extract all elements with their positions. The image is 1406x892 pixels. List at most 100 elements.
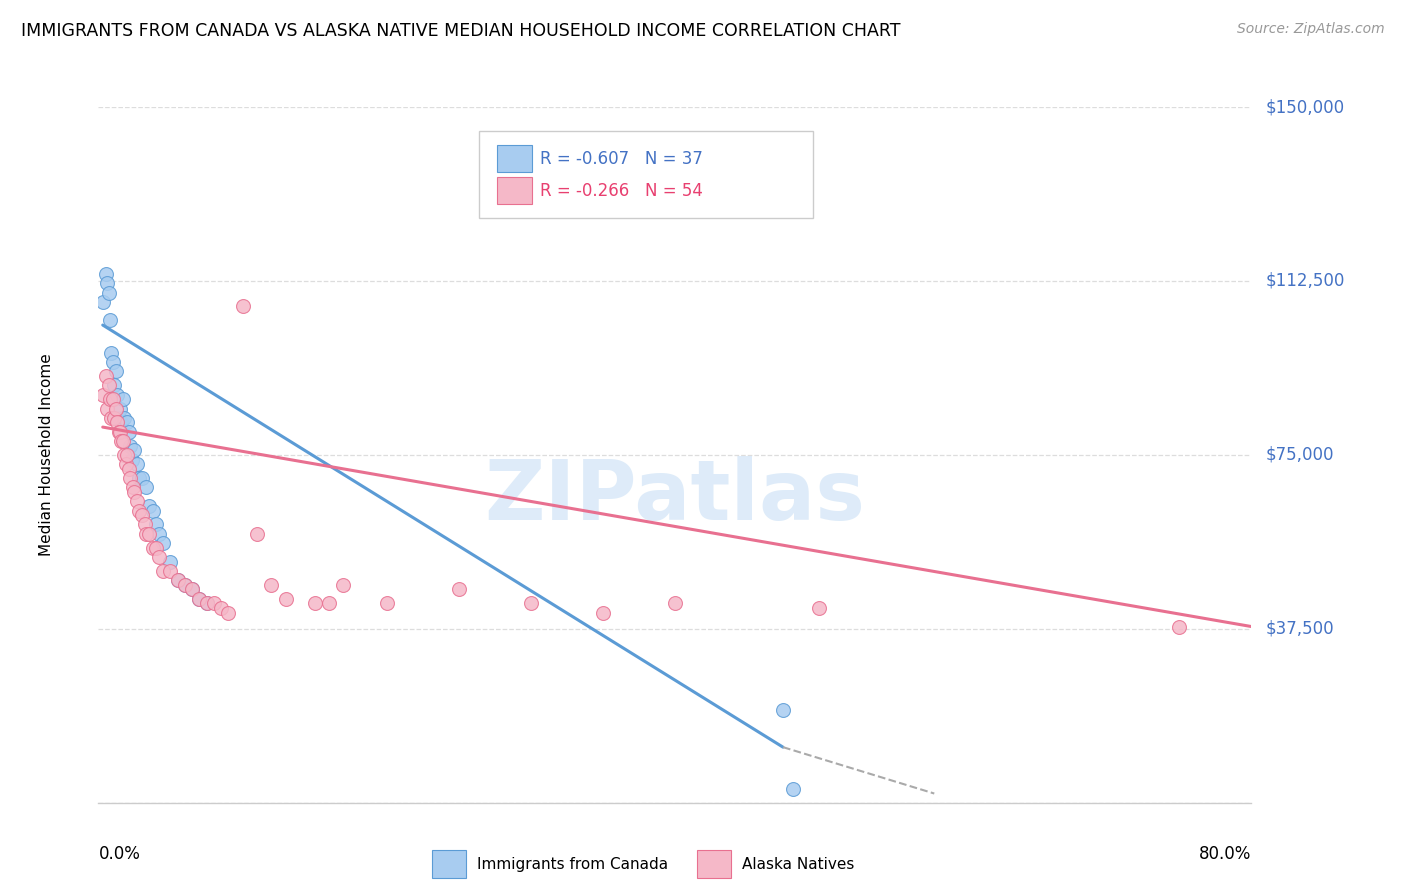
Point: [231, 300, 254, 314]
Point: [112, 448, 135, 462]
Point: [375, 596, 398, 610]
Point: [110, 434, 132, 448]
Point: [111, 434, 134, 448]
Point: [174, 578, 197, 592]
Point: [120, 471, 142, 485]
Point: [104, 401, 127, 416]
Point: [105, 387, 128, 401]
Text: $75,000: $75,000: [1265, 446, 1334, 464]
Point: [145, 541, 167, 555]
Point: [97, 378, 120, 392]
Point: [166, 573, 188, 587]
Point: [117, 416, 138, 430]
Point: [148, 549, 170, 564]
FancyBboxPatch shape: [498, 145, 531, 172]
Point: [209, 601, 232, 615]
Point: [122, 480, 145, 494]
Text: Median Household Income: Median Household Income: [39, 353, 53, 557]
Point: [107, 425, 129, 439]
Point: [100, 346, 122, 360]
Point: [772, 703, 794, 717]
Point: [124, 485, 146, 500]
Point: [110, 416, 132, 430]
Text: $37,500: $37,500: [1265, 620, 1334, 638]
Point: [318, 596, 340, 610]
Text: $112,500: $112,500: [1265, 272, 1344, 290]
Point: [124, 443, 146, 458]
Point: [101, 392, 124, 407]
Point: [103, 410, 125, 425]
Point: [159, 555, 181, 569]
Point: [592, 606, 614, 620]
Point: [664, 596, 686, 610]
Point: [782, 781, 804, 796]
Point: [520, 596, 543, 610]
Point: [96, 277, 118, 291]
FancyBboxPatch shape: [697, 850, 731, 878]
Point: [131, 508, 153, 523]
Point: [195, 596, 218, 610]
Point: [1168, 619, 1191, 633]
Point: [94, 369, 117, 384]
Point: [447, 582, 470, 597]
Point: [112, 410, 135, 425]
Point: [98, 313, 121, 327]
Point: [107, 410, 129, 425]
Point: [159, 564, 181, 578]
Point: [98, 392, 121, 407]
Text: 0.0%: 0.0%: [98, 845, 141, 863]
Point: [118, 462, 141, 476]
Point: [103, 378, 125, 392]
Point: [142, 541, 165, 555]
Text: 80.0%: 80.0%: [1199, 845, 1251, 863]
FancyBboxPatch shape: [498, 177, 531, 204]
Point: [91, 294, 114, 309]
Point: [114, 457, 136, 471]
Point: [195, 596, 218, 610]
Point: [166, 573, 188, 587]
Point: [304, 596, 326, 610]
Point: [94, 267, 117, 281]
Point: [121, 452, 143, 467]
Point: [145, 517, 167, 532]
Text: Alaska Natives: Alaska Natives: [742, 856, 853, 871]
Point: [120, 439, 142, 453]
Point: [128, 471, 150, 485]
Point: [174, 578, 197, 592]
Point: [332, 578, 354, 592]
Point: [246, 526, 269, 541]
Point: [138, 526, 160, 541]
FancyBboxPatch shape: [432, 850, 467, 878]
Text: ZIPatlas: ZIPatlas: [485, 456, 865, 537]
Point: [100, 410, 122, 425]
Point: [807, 601, 830, 615]
Point: [202, 596, 225, 610]
Point: [127, 494, 149, 508]
Point: [188, 591, 211, 606]
Text: IMMIGRANTS FROM CANADA VS ALASKA NATIVE MEDIAN HOUSEHOLD INCOME CORRELATION CHAR: IMMIGRANTS FROM CANADA VS ALASKA NATIVE …: [21, 22, 901, 40]
Point: [91, 387, 114, 401]
Point: [181, 582, 204, 597]
Point: [181, 582, 204, 597]
Point: [117, 448, 138, 462]
Point: [111, 392, 134, 407]
Point: [152, 536, 174, 550]
Point: [128, 503, 150, 517]
Point: [127, 457, 149, 471]
Text: $150,000: $150,000: [1265, 98, 1344, 116]
Point: [108, 401, 131, 416]
Point: [118, 425, 141, 439]
Text: R = -0.607   N = 37: R = -0.607 N = 37: [540, 150, 703, 168]
Point: [96, 401, 118, 416]
Text: R = -0.266   N = 54: R = -0.266 N = 54: [540, 182, 703, 200]
Point: [97, 285, 120, 300]
Point: [217, 606, 239, 620]
Point: [148, 526, 170, 541]
Point: [131, 471, 153, 485]
Point: [260, 578, 283, 592]
Point: [108, 425, 131, 439]
Point: [142, 503, 165, 517]
Point: [134, 517, 156, 532]
Point: [104, 364, 127, 378]
Point: [101, 355, 124, 369]
